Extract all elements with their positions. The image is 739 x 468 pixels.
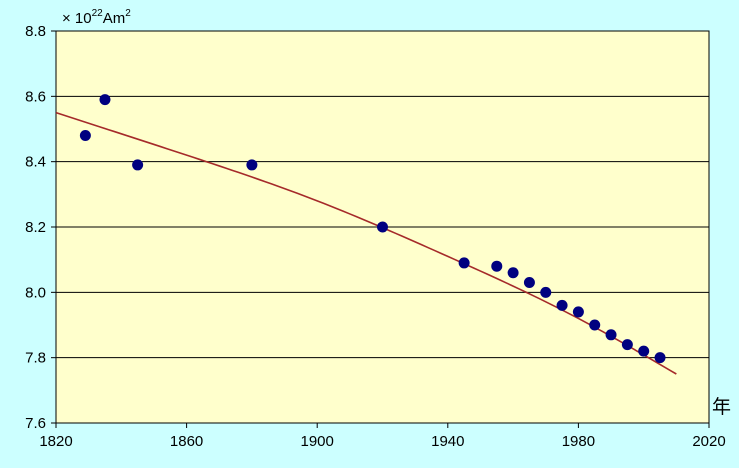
y-tick-label: 8.0: [25, 284, 46, 301]
data-point: [556, 299, 568, 311]
data-point: [132, 159, 144, 171]
x-tick-label: 1860: [170, 433, 203, 450]
x-axis-ticks: 1820 1860 1900 1940 1980 2020: [39, 423, 726, 450]
data-point: [246, 159, 258, 171]
data-point: [79, 130, 91, 142]
x-tick-label: 1980: [562, 433, 595, 450]
y-tick-label: 8.6: [25, 88, 46, 105]
y-tick-label: 8.2: [25, 219, 46, 236]
x-tick-label: 1900: [301, 433, 334, 450]
x-tick-label: 2020: [692, 433, 725, 450]
data-points: [79, 94, 666, 364]
data-point: [491, 260, 503, 272]
x-axis-label: 年: [712, 397, 732, 418]
data-point: [540, 286, 552, 298]
data-point: [589, 319, 601, 331]
data-point: [458, 257, 470, 269]
data-point: [654, 352, 666, 364]
y-tick-label: 7.6: [25, 415, 46, 432]
y-unit-label: × 1022Am2: [62, 8, 131, 27]
data-point: [99, 94, 111, 106]
y-axis-ticks: 7.6 7.8 8.0 8.2 8.4 8.6 8.8: [25, 23, 56, 432]
y-tick-label: 7.8: [25, 350, 46, 367]
data-point: [621, 339, 633, 351]
y-tick-label: 8.4: [25, 154, 46, 171]
data-point: [605, 329, 617, 341]
x-tick-label: 1940: [431, 433, 464, 450]
data-point: [377, 221, 388, 233]
x-tick-label: 1820: [39, 433, 72, 450]
gridlines: [56, 95, 709, 359]
data-point: [507, 267, 519, 279]
y-tick-label: 8.8: [25, 23, 46, 40]
data-point: [638, 345, 650, 357]
data-point: [523, 277, 535, 289]
data-point: [572, 306, 584, 318]
